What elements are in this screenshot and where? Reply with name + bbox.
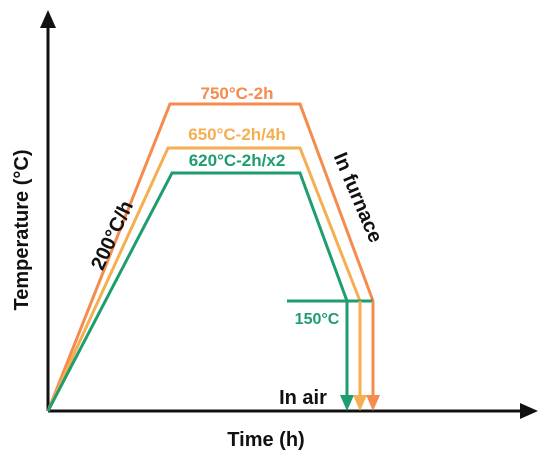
series-label-650: 650°C-2h/4h xyxy=(188,125,286,144)
x-axis-arrow-icon xyxy=(520,403,538,419)
quench-temperature-label: 150°C xyxy=(295,311,340,328)
series-line-620 xyxy=(46,171,349,412)
ramp-rate-label: 200°C/h xyxy=(87,197,138,273)
series-line-650 xyxy=(46,146,362,412)
air-cooling-label: In air xyxy=(279,387,327,409)
series-line-750 xyxy=(46,102,375,412)
air-drop-750-arrow-icon xyxy=(366,395,380,411)
furnace-cooling-label: In furnace xyxy=(329,149,387,246)
series-label-750: 750°C-2h xyxy=(201,84,274,103)
air-drop-650-arrow-icon xyxy=(353,395,367,411)
x-axis-label: Time (h) xyxy=(227,429,304,451)
air-drop-620-arrow-icon xyxy=(340,395,354,411)
y-axis-label: Temperature (°C) xyxy=(11,150,33,311)
series-label-620: 620°C-2h/x2 xyxy=(189,151,286,170)
y-axis-arrow-icon xyxy=(40,10,56,28)
